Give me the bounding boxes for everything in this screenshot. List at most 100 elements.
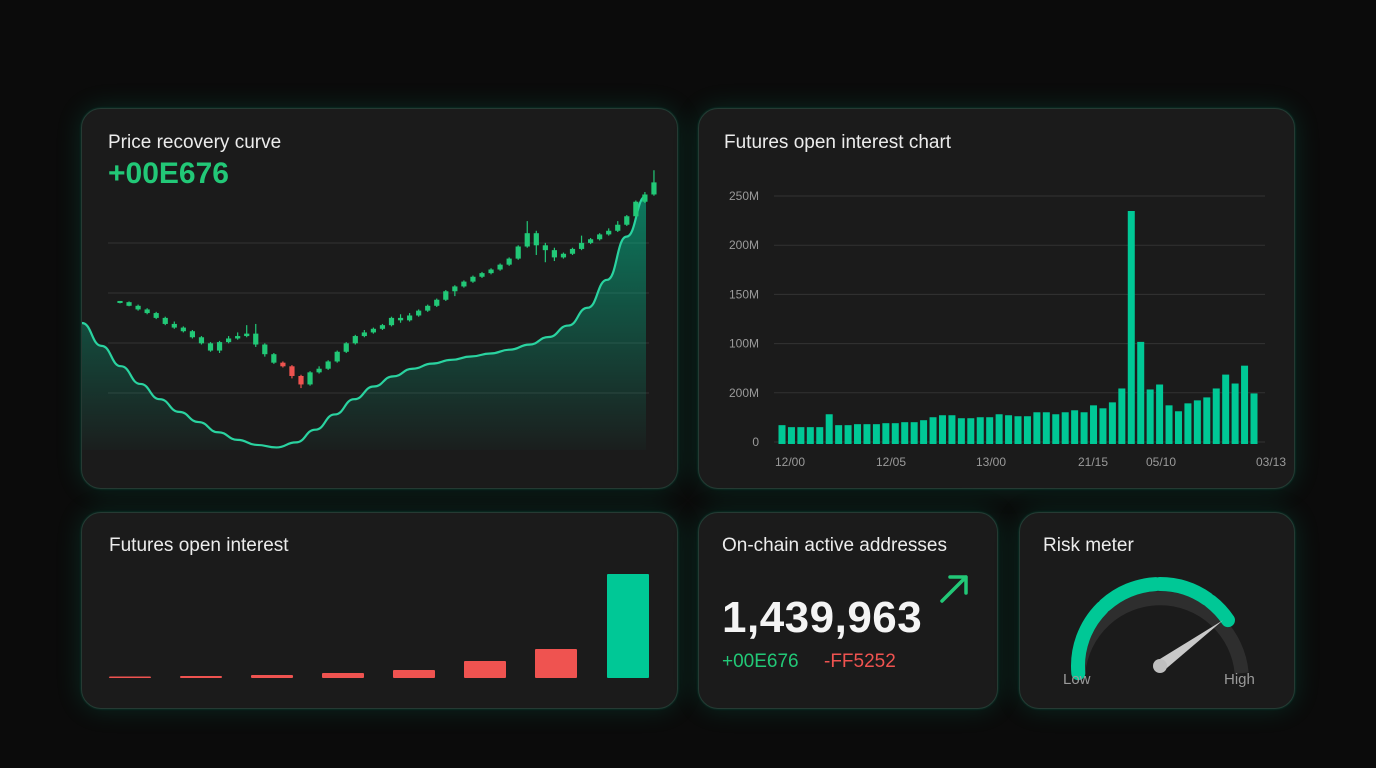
oi-bar-chart[interactable]: 250M 200M 150M 100M 200M 0 12/00 12/05 13/00 21/… [699, 109, 1295, 489]
oi-small-bar[interactable] [464, 661, 506, 678]
oi-bar[interactable] [957, 418, 965, 444]
oi-bar[interactable] [1241, 365, 1249, 444]
candle[interactable] [352, 336, 358, 344]
candle[interactable] [407, 315, 413, 321]
candle[interactable] [506, 258, 512, 265]
oi-small-bar[interactable] [109, 676, 151, 679]
candle[interactable] [569, 248, 576, 254]
oi-bar[interactable] [844, 425, 852, 444]
candle[interactable] [651, 182, 657, 195]
oi-bar[interactable] [863, 424, 871, 444]
oi-bar[interactable] [929, 417, 937, 444]
candle[interactable] [379, 325, 386, 329]
candle[interactable] [624, 216, 630, 225]
oi-small-bar[interactable] [393, 670, 435, 678]
oi-bar[interactable] [1203, 397, 1211, 444]
candle[interactable] [117, 300, 123, 303]
candle[interactable] [289, 366, 295, 376]
candle[interactable] [262, 344, 268, 355]
oi-bar[interactable] [778, 425, 786, 444]
candle[interactable] [524, 233, 530, 247]
candle[interactable] [551, 250, 557, 258]
oi-bar[interactable] [1033, 412, 1041, 444]
candle[interactable] [307, 372, 313, 385]
oi-bar[interactable] [1222, 374, 1230, 444]
candle[interactable] [578, 242, 585, 249]
candle[interactable] [397, 317, 404, 321]
candle[interactable] [615, 224, 621, 231]
oi-bar[interactable] [1023, 416, 1031, 444]
oi-bar[interactable] [1090, 405, 1098, 444]
candle[interactable] [180, 327, 186, 332]
oi-bar[interactable] [1193, 400, 1201, 444]
oi-bar[interactable] [1184, 403, 1192, 444]
oi-bar[interactable] [938, 415, 946, 444]
candle[interactable] [207, 343, 214, 351]
candle[interactable] [479, 273, 485, 277]
oi-small-bar-chart[interactable] [82, 513, 678, 709]
oi-bar[interactable] [910, 422, 918, 444]
oi-bar[interactable] [948, 415, 956, 444]
candle[interactable] [461, 281, 467, 287]
candle[interactable] [343, 343, 349, 352]
candle[interactable] [370, 328, 376, 333]
candle[interactable] [560, 253, 567, 258]
candle[interactable] [361, 332, 367, 337]
oi-bar[interactable] [1005, 415, 1013, 444]
oi-bar[interactable] [995, 414, 1003, 444]
oi-small-bar[interactable] [607, 574, 649, 678]
oi-bar[interactable] [825, 414, 833, 444]
candle[interactable] [642, 194, 648, 202]
oi-bar[interactable] [806, 427, 814, 444]
oi-bar[interactable] [1127, 211, 1135, 444]
oi-bar[interactable] [1118, 388, 1126, 444]
oi-bar[interactable] [872, 424, 880, 444]
candle[interactable] [416, 310, 422, 316]
candle[interactable] [226, 338, 232, 343]
candle[interactable] [298, 375, 304, 385]
oi-small-bar[interactable] [251, 675, 293, 678]
oi-bar[interactable] [1250, 393, 1258, 444]
candle[interactable] [434, 299, 440, 306]
candle[interactable] [633, 201, 639, 217]
oi-bar[interactable] [1061, 412, 1069, 444]
oi-bar[interactable] [1146, 389, 1154, 444]
candle[interactable] [198, 337, 205, 344]
candle[interactable] [515, 246, 521, 259]
candle[interactable] [153, 313, 159, 318]
candle[interactable] [144, 309, 150, 314]
candle[interactable] [470, 276, 476, 282]
oi-bar[interactable] [1071, 410, 1079, 444]
candle[interactable] [189, 331, 195, 338]
candle[interactable] [280, 362, 286, 367]
oi-bar[interactable] [967, 418, 975, 444]
oi-bar[interactable] [816, 427, 824, 444]
candle[interactable] [171, 323, 177, 328]
candle[interactable] [542, 245, 548, 251]
oi-bar[interactable] [854, 424, 862, 444]
oi-bar[interactable] [1165, 405, 1173, 444]
oi-bar[interactable] [1052, 414, 1060, 444]
candle[interactable] [135, 305, 141, 310]
candle[interactable] [334, 351, 340, 362]
oi-small-bar[interactable] [180, 676, 222, 678]
candle[interactable] [606, 230, 612, 235]
oi-bar[interactable] [1156, 384, 1164, 444]
oi-bar[interactable] [835, 425, 843, 444]
oi-bar[interactable] [882, 423, 890, 444]
oi-bar[interactable] [891, 423, 899, 444]
oi-bar[interactable] [787, 427, 795, 444]
oi-bar[interactable] [1231, 383, 1239, 444]
candle[interactable] [126, 302, 132, 306]
candle[interactable] [425, 305, 431, 311]
candle[interactable] [216, 342, 223, 351]
candle[interactable] [271, 354, 277, 363]
oi-bar[interactable] [1212, 388, 1220, 444]
candle[interactable] [488, 269, 494, 274]
oi-small-bar[interactable] [322, 673, 364, 678]
oi-bar[interactable] [1137, 341, 1145, 444]
oi-bar[interactable] [1014, 416, 1022, 444]
candle[interactable] [325, 361, 331, 369]
candle[interactable] [316, 368, 322, 373]
oi-bar[interactable] [920, 420, 928, 444]
